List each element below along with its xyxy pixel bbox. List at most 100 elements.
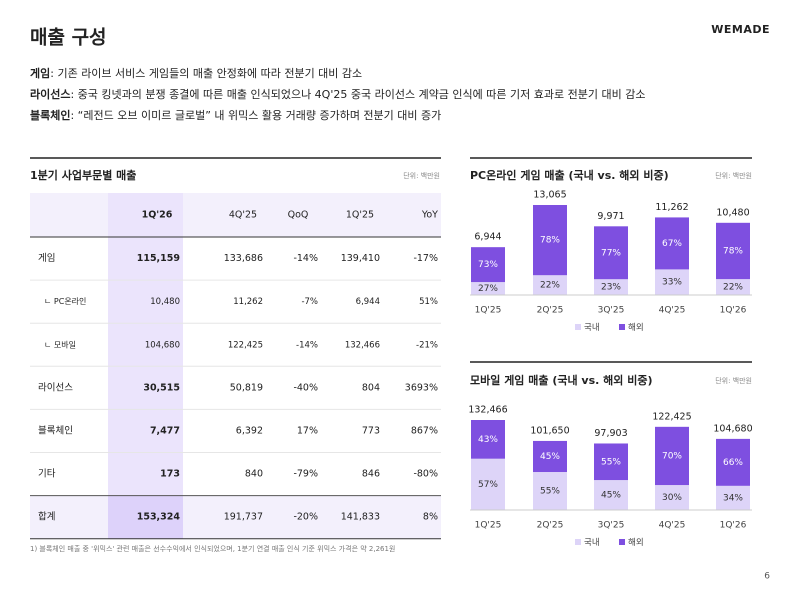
value-label: 55% — [540, 487, 560, 497]
table-title: 1분기 사업부문별 매출 — [30, 168, 136, 182]
footnote: 1) 블록체인 매출 중 '위믹스' 관련 매출은 선수수익에서 인식되었으며,… — [30, 544, 395, 553]
total-highlight — [108, 495, 183, 539]
total-label: 132,466 — [468, 405, 507, 416]
legend-label: 국내 — [584, 323, 600, 333]
table-cell: 122,425 — [228, 340, 263, 350]
value-label: 45% — [540, 452, 560, 462]
row-label: 게임 — [38, 252, 55, 264]
page-number: 6 — [764, 572, 770, 582]
table-cell: 17% — [297, 425, 318, 436]
total-label: 6,944 — [474, 232, 501, 243]
x-tick-label: 1Q'26 — [720, 306, 747, 316]
table-cell: -21% — [416, 340, 438, 350]
column-header: 1Q'26 — [142, 210, 173, 221]
bar-segment — [533, 275, 567, 295]
bullet-text: : 기존 라이브 서비스 게임들의 매출 안정화에 따라 전분기 대비 감소 — [50, 67, 362, 80]
bullet-text: : “레전드 오브 이미르 글로벌” 내 위믹스 활용 거래량 증가하며 전분기… — [70, 108, 441, 122]
table-unit: 단위: 백만원 — [403, 171, 440, 180]
value-label: 78% — [723, 246, 743, 256]
table-cell: 11,262 — [233, 297, 263, 307]
value-label: 23% — [601, 283, 621, 293]
row-label: ㄴ 모바일 — [44, 339, 76, 349]
bar-segment — [716, 279, 750, 295]
total-band — [30, 495, 441, 539]
legend-label: 해외 — [628, 537, 644, 548]
bar-segment — [655, 269, 689, 295]
bar-segment — [533, 472, 567, 510]
value-label: 55% — [601, 457, 621, 467]
legend-label: 국내 — [584, 538, 600, 548]
legend-swatch — [619, 324, 625, 330]
legend-label: 해외 — [628, 322, 644, 333]
value-label: 43% — [478, 435, 498, 445]
bar-segment — [471, 420, 505, 459]
x-tick-label: 4Q'25 — [659, 521, 686, 531]
total-label: 97,903 — [594, 428, 627, 439]
bar-segment — [716, 222, 750, 280]
value-label: 66% — [723, 458, 743, 468]
bullet-label: 라이선스 — [30, 87, 70, 101]
page-title: 매출 구성 — [30, 27, 107, 49]
table-cell: 840 — [245, 469, 263, 480]
value-label: 67% — [662, 239, 682, 249]
table-cell: 132,466 — [345, 340, 380, 350]
row-label: 기타 — [38, 469, 56, 480]
table-cell: -7% — [301, 297, 318, 307]
bar-segment — [716, 438, 750, 486]
bar-segment — [594, 480, 628, 510]
logo: WEMADE — [711, 23, 770, 36]
x-tick-label: 1Q'25 — [475, 306, 502, 316]
value-label: 33% — [662, 278, 682, 288]
bullet-label: 게임 — [30, 66, 50, 80]
value-label: 22% — [723, 283, 743, 293]
table-cell: 133,686 — [224, 253, 263, 264]
total-label: 13,065 — [533, 190, 566, 201]
table-cell: 6,944 — [356, 297, 380, 307]
table-cell: -14% — [293, 253, 318, 264]
total-label: 11,262 — [655, 202, 688, 213]
bullet: 블록체인: “레전드 오브 이미르 글로벌” 내 위믹스 활용 거래량 증가하며… — [30, 108, 441, 122]
value-label: 34% — [723, 493, 743, 503]
x-tick-label: 3Q'25 — [598, 306, 625, 316]
table-cell: 173 — [160, 469, 180, 480]
table-cell: 773 — [362, 425, 380, 436]
table-cell: 50,819 — [230, 382, 263, 393]
x-tick-label: 2Q'25 — [537, 521, 564, 531]
bullet-text: : 중국 킹넷과의 분쟁 종결에 따른 매출 인식되었으나 4Q'25 중국 라… — [70, 87, 645, 101]
value-label: 78% — [540, 236, 560, 246]
table-cell: -20% — [293, 512, 318, 523]
table-cell: 51% — [419, 297, 438, 307]
bullet: 게임: 기존 라이브 서비스 게임들의 매출 안정화에 따라 전분기 대비 감소 — [30, 66, 362, 80]
bar-segment — [533, 205, 567, 276]
column-header: 4Q'25 — [229, 210, 257, 221]
table-cell: 30,515 — [143, 382, 180, 393]
table-cell: -14% — [296, 340, 318, 350]
row-label: ㄴ PC온라인 — [44, 296, 86, 306]
x-tick-label: 4Q'25 — [659, 306, 686, 316]
table-cell: -17% — [413, 253, 438, 264]
table-cell: 3693% — [405, 382, 438, 393]
bullet: 라이선스: 중국 킹넷과의 분쟁 종결에 따른 매출 인식되었으나 4Q'25 … — [30, 87, 645, 101]
table-cell: -40% — [293, 382, 318, 393]
row-label: 합계 — [38, 511, 55, 523]
x-tick-label: 3Q'25 — [598, 521, 625, 531]
bar-segment — [471, 458, 505, 510]
chart-unit: 단위: 백만원 — [715, 376, 752, 385]
bar-segment — [655, 485, 689, 510]
legend-swatch — [575, 324, 581, 330]
table-cell: 6,392 — [236, 425, 263, 436]
table-cell: 191,737 — [224, 512, 263, 523]
bar-segment — [655, 217, 689, 270]
value-label: 73% — [478, 260, 498, 270]
value-label: 27% — [478, 284, 498, 294]
value-label: 22% — [540, 281, 560, 291]
column-header: 1Q'25 — [346, 210, 374, 221]
bar-segment — [594, 443, 628, 481]
bar-segment — [471, 247, 505, 283]
header-band — [30, 193, 441, 237]
table-cell: 115,159 — [137, 253, 180, 264]
table-cell: 7,477 — [150, 425, 180, 436]
total-label: 101,650 — [530, 425, 569, 436]
table-cell: 867% — [411, 425, 438, 436]
legend-swatch — [619, 539, 625, 545]
